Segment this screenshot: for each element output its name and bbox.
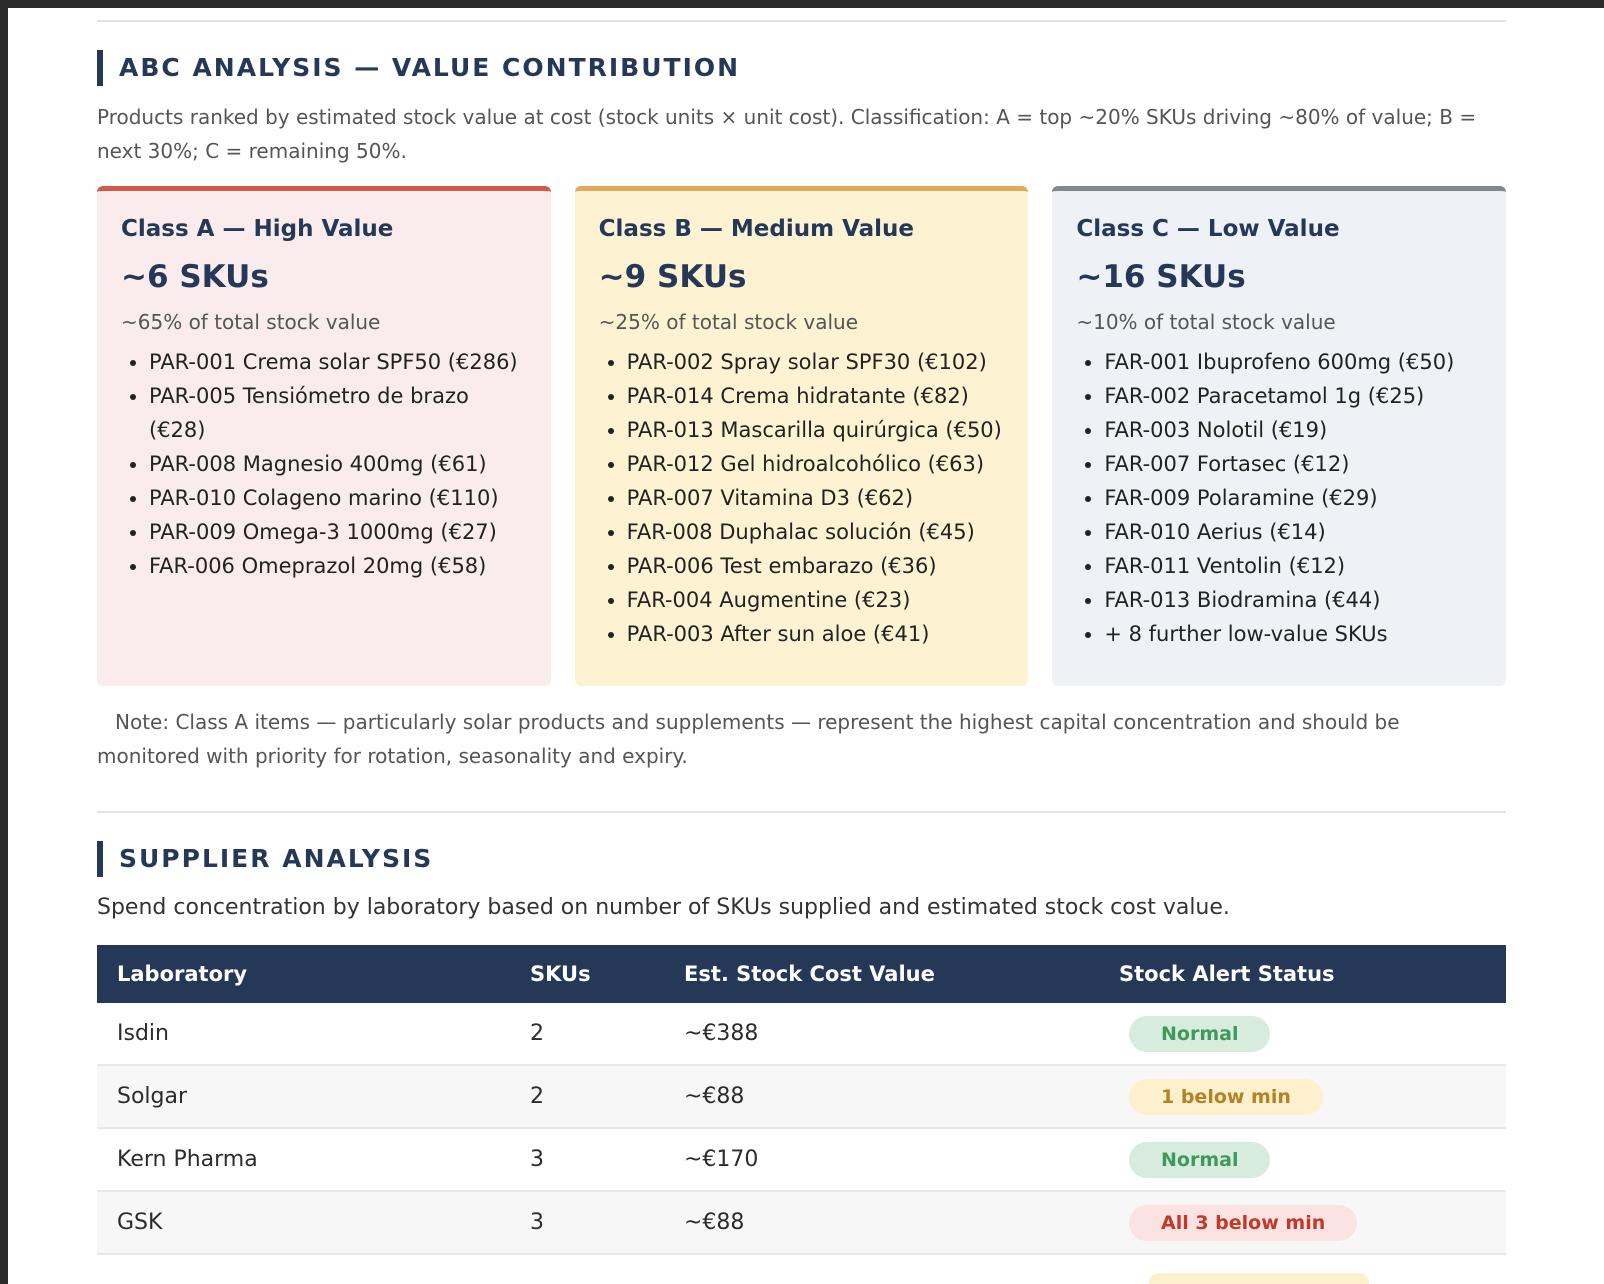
laboratory-cell: Solgar bbox=[97, 1065, 510, 1129]
class-a-title: Class A — High Value bbox=[121, 216, 394, 242]
alert-status-cell: Normal bbox=[1099, 1128, 1506, 1192]
abc-intro: Products ranked by estimated stock value… bbox=[97, 105, 1477, 163]
class-c-title: Class C — Low Value bbox=[1076, 216, 1340, 242]
class-a-card: Class A — High Value ~6 SKUs ~65% of tot… bbox=[97, 186, 551, 686]
laboratory-cell: Kern Pharma bbox=[97, 1128, 510, 1192]
class-a-sku-count: ~6 SKUs bbox=[121, 259, 269, 295]
skus-cell: 3 bbox=[510, 1128, 664, 1192]
table-header-row: Laboratory SKUs Est. Stock Cost Value St… bbox=[97, 945, 1506, 1003]
list-item: FAR-006 Omeprazol 20mg (€58) bbox=[149, 549, 527, 583]
list-item: PAR-003 After sun aloe (€41) bbox=[627, 617, 1005, 651]
list-item: PAR-002 Spray solar SPF30 (€102) bbox=[627, 345, 1005, 379]
alert-status-cell: All 3 below min bbox=[1099, 1191, 1506, 1255]
class-c-item-list: FAR-001 Ibuprofeno 600mg (€50) FAR-002 P… bbox=[1076, 345, 1482, 651]
column-header-skus: SKUs bbox=[530, 962, 591, 986]
status-badge: 1 below min bbox=[1129, 1078, 1323, 1115]
list-item: FAR-003 Nolotil (€19) bbox=[1104, 413, 1482, 447]
list-item: PAR-001 Crema solar SPF50 (€286) bbox=[149, 345, 527, 379]
laboratory-cell: GSK bbox=[97, 1191, 510, 1255]
abc-class-cards: Class A — High Value ~6 SKUs ~65% of tot… bbox=[97, 186, 1507, 686]
class-c-sku-count: ~16 SKUs bbox=[1076, 259, 1246, 295]
report-page: ABC ANALYSIS — VALUE CONTRIBUTION Produc… bbox=[8, 8, 1604, 1284]
list-item: PAR-008 Magnesio 400mg (€61) bbox=[149, 447, 527, 481]
class-b-title: Class B — Medium Value bbox=[598, 216, 914, 242]
list-item: FAR-009 Polaramine (€29) bbox=[1104, 481, 1482, 515]
status-badge bbox=[1149, 1272, 1369, 1284]
status-badge: All 3 below min bbox=[1129, 1204, 1358, 1241]
column-header-alert-status: Stock Alert Status bbox=[1119, 962, 1335, 986]
section-divider bbox=[97, 811, 1506, 813]
column-header-laboratory: Laboratory bbox=[117, 962, 248, 986]
supplier-section-title: SUPPLIER ANALYSIS bbox=[97, 841, 1506, 877]
class-b-item-list: PAR-002 Spray solar SPF30 (€102) PAR-014… bbox=[599, 345, 1005, 651]
alert-status-cell bbox=[1099, 1254, 1506, 1284]
section-divider bbox=[97, 20, 1506, 22]
stock-value-cell: ~€88 bbox=[664, 1191, 1099, 1255]
skus-cell: 2 bbox=[510, 1003, 664, 1066]
stock-value-cell: ~€388 bbox=[664, 1003, 1099, 1066]
skus-cell: 2 bbox=[510, 1065, 664, 1129]
class-b-sku-count: ~9 SKUs bbox=[598, 259, 747, 295]
column-header-stock-value: Est. Stock Cost Value bbox=[684, 962, 935, 986]
class-c-value-share: ~10% of total stock value bbox=[1076, 310, 1336, 334]
list-item: PAR-013 Mascarilla quirúrgica (€50) bbox=[627, 413, 1005, 447]
list-item: PAR-012 Gel hidroalcohólico (€63) bbox=[627, 447, 1005, 481]
list-item: FAR-007 Fortasec (€12) bbox=[1104, 447, 1482, 481]
list-item: FAR-001 Ibuprofeno 600mg (€50) bbox=[1104, 345, 1482, 379]
table-row: Solgar 2 ~€88 1 below min bbox=[97, 1065, 1506, 1129]
list-item: PAR-007 Vitamina D3 (€62) bbox=[627, 481, 1005, 515]
list-item: PAR-006 Test embarazo (€36) bbox=[627, 549, 1005, 583]
status-badge: Normal bbox=[1129, 1015, 1271, 1052]
list-item: FAR-004 Augmentine (€23) bbox=[627, 583, 1005, 617]
list-item: FAR-010 Aerius (€14) bbox=[1104, 515, 1482, 549]
list-item: FAR-011 Ventolin (€12) bbox=[1104, 549, 1482, 583]
list-item: PAR-009 Omega-3 1000mg (€27) bbox=[149, 515, 527, 549]
class-a-item-list: PAR-001 Crema solar SPF50 (€286) PAR-005… bbox=[121, 345, 527, 583]
list-item: PAR-014 Crema hidratante (€82) bbox=[627, 379, 1005, 413]
list-item: FAR-002 Paracetamol 1g (€25) bbox=[1104, 379, 1482, 413]
table-row: Isdin 2 ~€388 Normal bbox=[97, 1003, 1506, 1066]
laboratory-cell: Isdin bbox=[97, 1003, 510, 1066]
skus-cell: 3 bbox=[510, 1191, 664, 1255]
class-b-value-share: ~25% of total stock value bbox=[598, 310, 859, 334]
class-c-card: Class C — Low Value ~16 SKUs ~10% of tot… bbox=[1052, 186, 1507, 686]
list-item: FAR-008 Duphalac solución (€45) bbox=[627, 515, 1005, 549]
report-content: ABC ANALYSIS — VALUE CONTRIBUTION Produc… bbox=[97, 8, 1507, 1284]
supplier-table: Laboratory SKUs Est. Stock Cost Value St… bbox=[97, 945, 1506, 1284]
list-item: FAR-013 Biodramina (€44) bbox=[1104, 583, 1482, 617]
alert-status-cell: Normal bbox=[1099, 1003, 1506, 1066]
abc-section-title: ABC ANALYSIS — VALUE CONTRIBUTION bbox=[97, 50, 1506, 86]
table-row bbox=[97, 1254, 1506, 1284]
abc-note: Note: Class A items — particularly solar… bbox=[97, 710, 1400, 768]
list-item: + 8 further low-value SKUs bbox=[1104, 617, 1482, 651]
list-item: PAR-005 Tensiómetro de brazo (€28) bbox=[149, 379, 527, 447]
stock-value-cell: ~€88 bbox=[664, 1065, 1099, 1129]
alert-status-cell: 1 below min bbox=[1099, 1065, 1506, 1129]
status-badge: Normal bbox=[1129, 1141, 1271, 1178]
stock-value-cell: ~€170 bbox=[664, 1128, 1099, 1192]
list-item: PAR-010 Colageno marino (€110) bbox=[149, 481, 527, 515]
table-row: Kern Pharma 3 ~€170 Normal bbox=[97, 1128, 1506, 1192]
class-b-card: Class B — Medium Value ~9 SKUs ~25% of t… bbox=[574, 186, 1029, 686]
class-a-value-share: ~65% of total stock value bbox=[121, 310, 381, 334]
table-row: GSK 3 ~€88 All 3 below min bbox=[97, 1191, 1506, 1255]
supplier-intro: Spend concentration by laboratory based … bbox=[97, 895, 1230, 920]
